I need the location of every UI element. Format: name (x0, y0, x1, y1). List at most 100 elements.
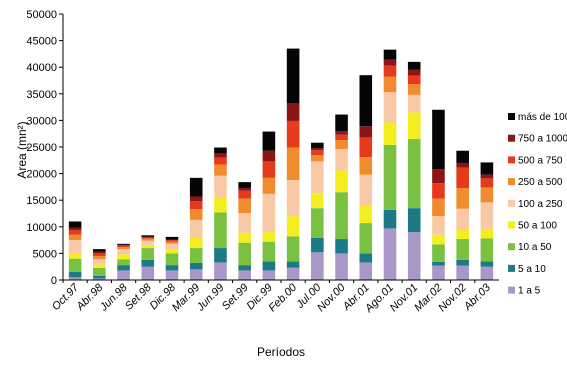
bar-segment (189, 209, 203, 220)
bar-segment (311, 148, 324, 151)
bar-segment (262, 177, 276, 194)
y-tick-label: 40000 (26, 62, 57, 74)
bar-segment (383, 122, 397, 145)
bar-segment (359, 75, 373, 127)
legend-swatch (508, 156, 515, 164)
bar-segment (165, 265, 179, 271)
bar-segment (117, 270, 130, 280)
bar-segment (335, 170, 348, 193)
legend-label: 500 a 750 (518, 155, 563, 166)
bar-segment (68, 234, 82, 241)
bar-segment (359, 157, 373, 175)
bar-segment (68, 221, 82, 228)
legend-label: 50 a 100 (518, 221, 557, 232)
bar-segment (141, 240, 155, 245)
bar-segment (141, 237, 155, 239)
bar-segment (432, 109, 445, 170)
bar-segment (335, 149, 348, 171)
bar-segment (189, 269, 203, 280)
bar-segment (480, 228, 494, 239)
x-tick-label: Set.98 (123, 281, 155, 313)
bar-segment (480, 178, 494, 188)
legend-label: 750 a 1000 (518, 134, 567, 145)
bar-segment (335, 140, 348, 150)
bar-segment (383, 144, 397, 210)
bar-segment (262, 150, 276, 162)
legend-swatch (508, 178, 515, 186)
bar-segment (383, 59, 397, 66)
x-axis-title: Períodos (257, 345, 305, 359)
bar-segment (383, 76, 397, 93)
bar-segment (407, 139, 421, 209)
bar-segment (359, 205, 373, 224)
bar-segment (407, 208, 421, 233)
bar-segment (456, 150, 469, 163)
bar-segment (335, 192, 348, 240)
bar-segment (117, 259, 130, 266)
legend-swatch (508, 199, 515, 207)
bar-segment (480, 238, 494, 262)
bar-segment (214, 153, 227, 158)
bar-segment (238, 190, 251, 199)
bar-segment (383, 49, 397, 60)
bar-segment (383, 209, 397, 229)
bar-segment (141, 248, 155, 260)
bar-segment (141, 259, 155, 267)
bar-segment (432, 216, 445, 235)
bar-segment (456, 208, 469, 230)
bar-segment (238, 182, 251, 188)
bar-segment (407, 69, 421, 76)
bar-segment (335, 131, 348, 135)
bar-segment (286, 147, 300, 180)
y-tick-label: 50000 (26, 9, 57, 21)
bar-segment (165, 240, 179, 242)
bar-segment (286, 48, 300, 104)
legend-label: 5 a 10 (518, 264, 546, 275)
bar-segment (407, 61, 421, 70)
bar-segment (93, 275, 106, 279)
y-tick-label: 25000 (26, 142, 57, 154)
x-tick-label: Abr.03 (461, 281, 493, 313)
bar-segment (189, 262, 203, 270)
bar-segment (432, 265, 445, 280)
bar-segment (141, 236, 155, 238)
bar-segment (383, 65, 397, 77)
bar-segment (214, 147, 227, 154)
x-tick-label: Jun.99 (194, 282, 227, 315)
legend-swatch (508, 243, 515, 251)
bar-segment (359, 223, 373, 254)
bar-segment (214, 262, 227, 280)
bar-segment (238, 242, 251, 266)
bar-segment (238, 265, 251, 271)
bar-segment (480, 202, 494, 229)
bar-segment (407, 232, 421, 280)
bar-segment (407, 112, 421, 140)
bar-segment (117, 249, 130, 255)
bar-segment (141, 244, 155, 249)
bar-segment (93, 267, 106, 276)
bar-segment (165, 249, 179, 254)
bar-segment (165, 243, 179, 250)
bar-segment (262, 161, 276, 178)
bar-segment (238, 198, 251, 213)
bar-segment (68, 258, 82, 273)
bar-segment (432, 234, 445, 245)
bar-segment (262, 232, 276, 242)
legend-swatch (508, 286, 515, 294)
bar-segment (311, 154, 324, 162)
bar-segment (286, 120, 300, 148)
bar-segment (93, 264, 106, 268)
bar-segment (383, 228, 397, 280)
bar-segment (480, 266, 494, 280)
bar-segment (359, 137, 373, 158)
bar-segment (68, 227, 82, 230)
bar-segment (286, 103, 300, 121)
bar-segment (335, 134, 348, 141)
x-tick-label: Mar.99 (170, 282, 202, 314)
x-axis-ticks: Oct.97Abr.98Jun.98Set.98Dic.98Mar.99Jun.… (50, 280, 494, 315)
bar-segment (432, 169, 445, 184)
bar-segment (214, 248, 227, 263)
bar-segment (286, 236, 300, 262)
bar-segment (262, 241, 276, 262)
bar-segment (68, 253, 82, 259)
